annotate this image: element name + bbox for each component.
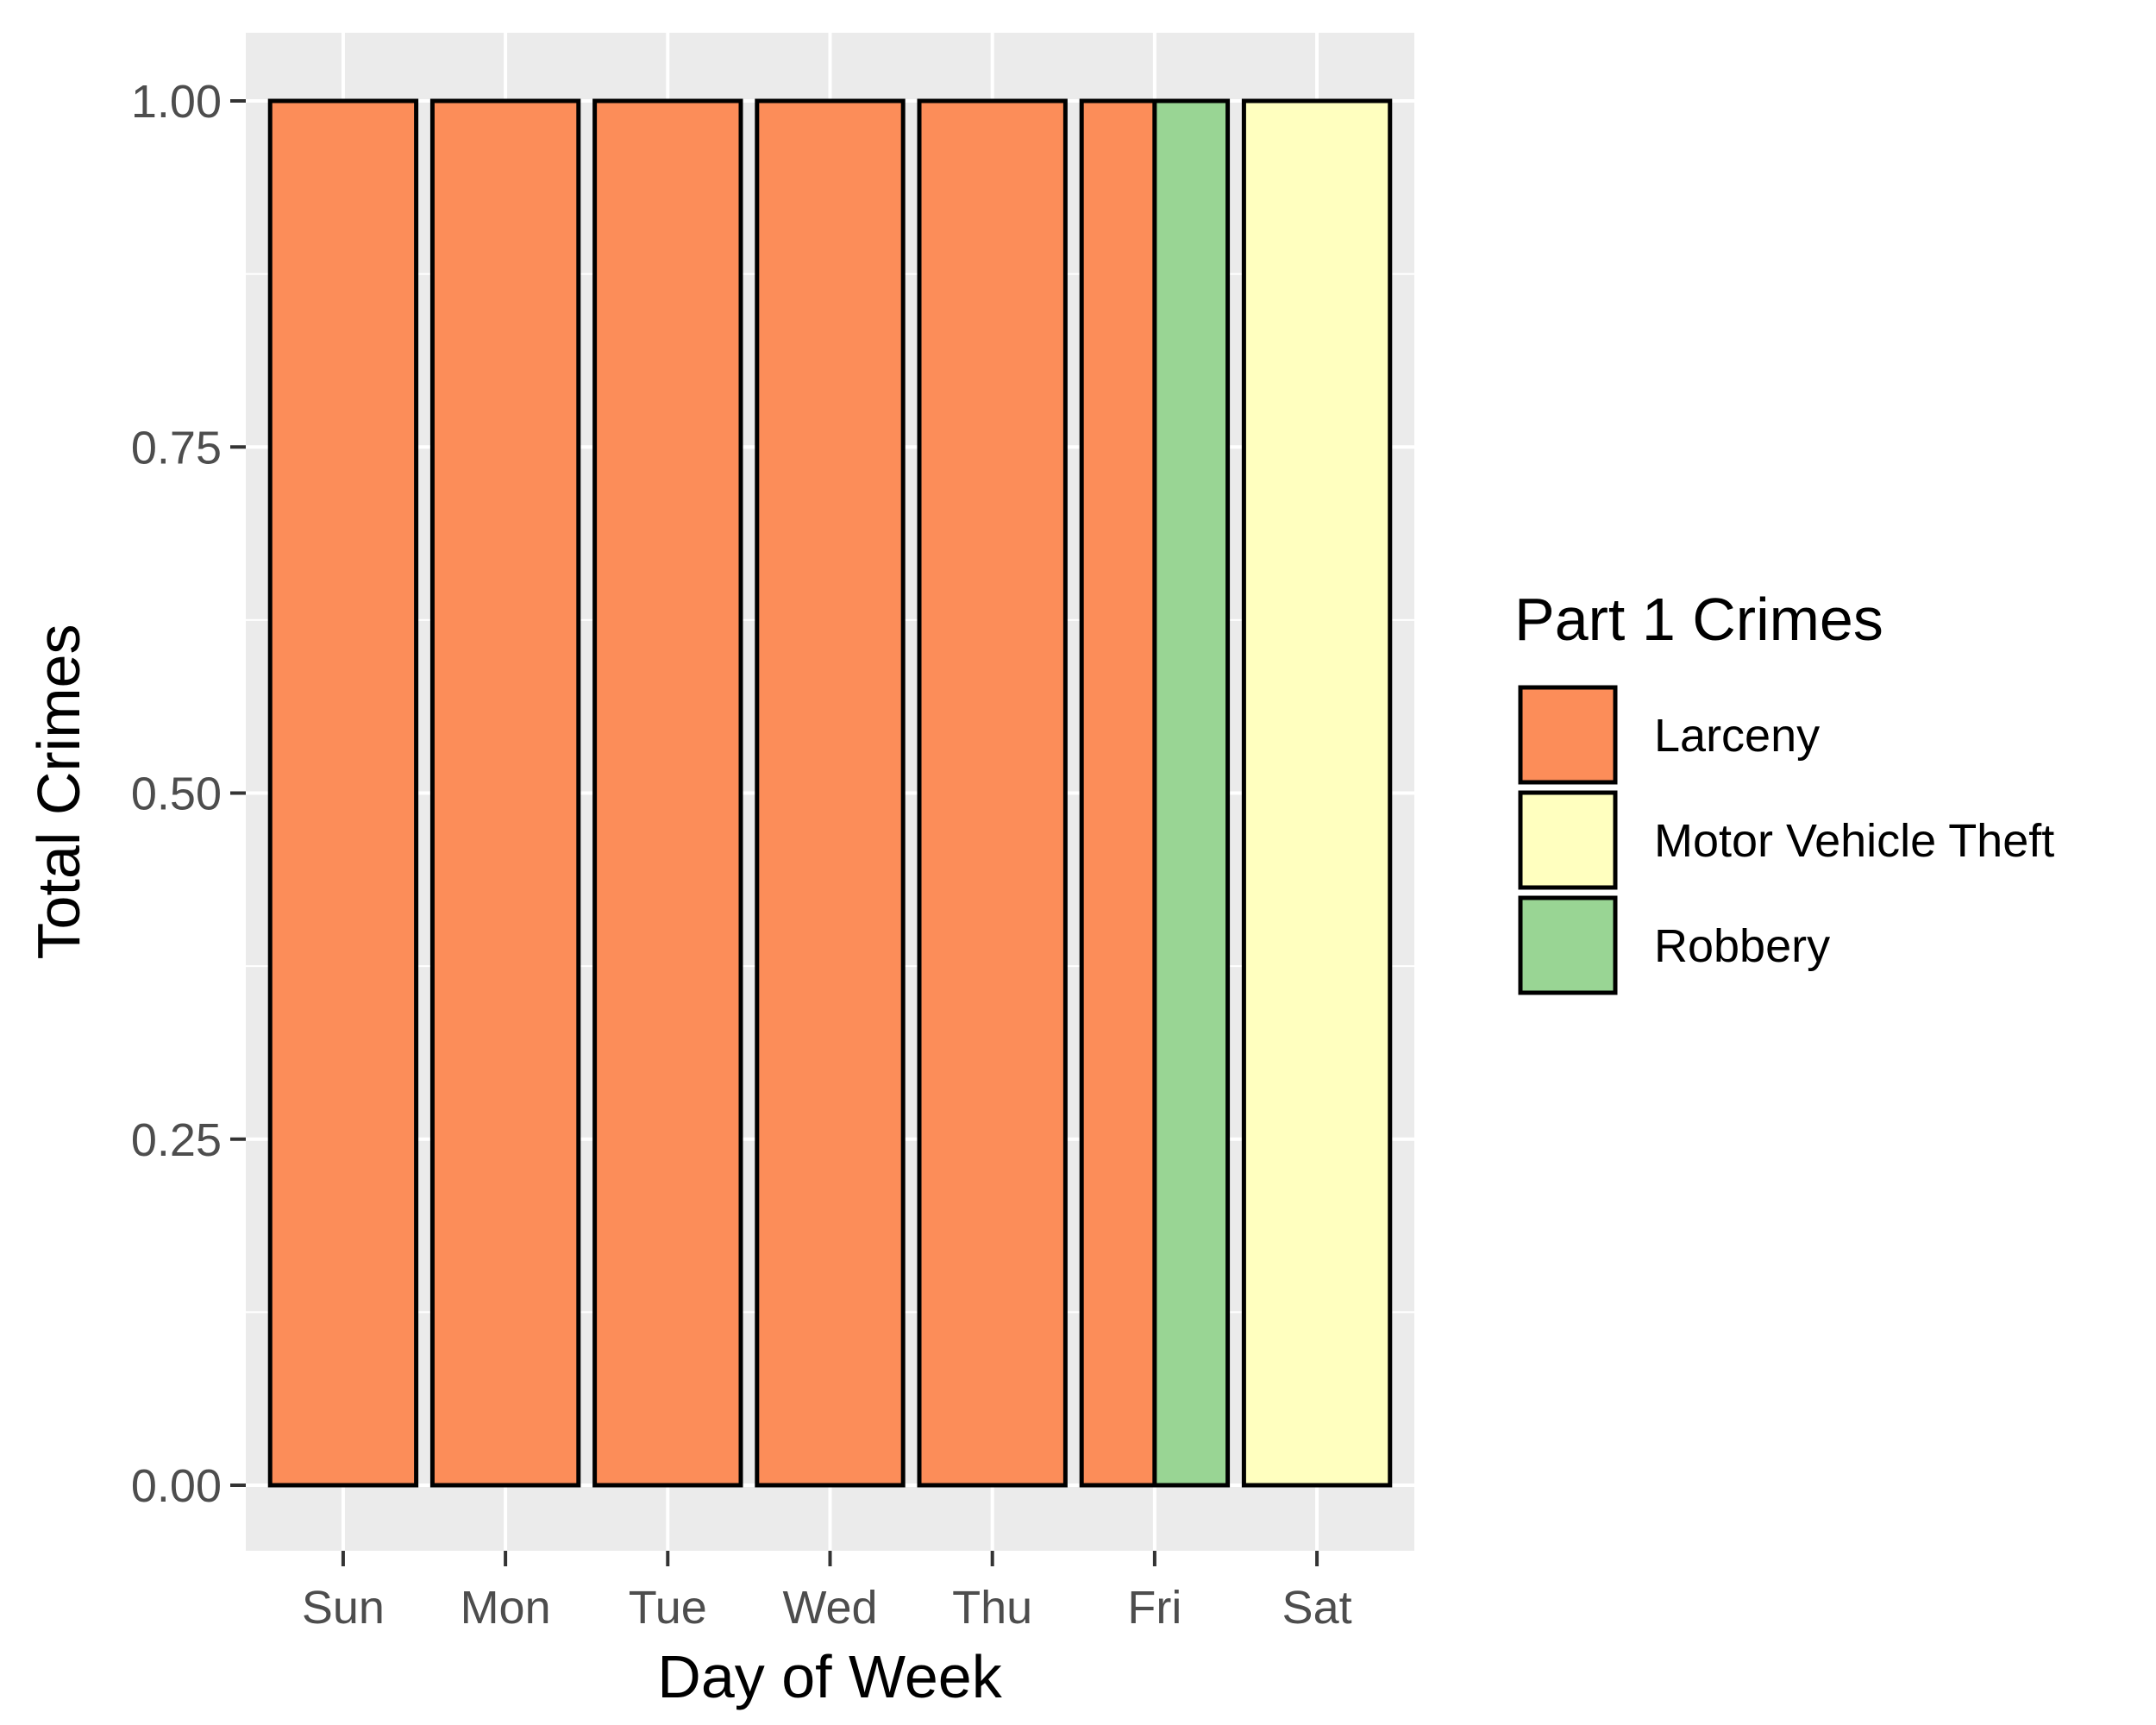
bar-fri-robbery [1152, 98, 1231, 1488]
y-axis: 0.00 0.25 0.50 0.75 1.00 [131, 76, 246, 1512]
bar-tue-larceny [592, 98, 743, 1488]
legend-key-larceny [1518, 685, 1618, 785]
bar-sun-larceny [267, 98, 419, 1488]
legend-key-motor-vehicle-theft [1518, 790, 1618, 890]
y-tick-label: 1.00 [131, 76, 222, 128]
x-axis: Sun Mon Tue Wed Thu Fri Sat [302, 1551, 1352, 1634]
x-axis-title: Day of Week [657, 1643, 1002, 1710]
x-tick-label: Mon [461, 1582, 551, 1634]
bar-mon-larceny [429, 98, 581, 1488]
bar-fri-larceny [1079, 98, 1157, 1488]
legend-title: Part 1 Crimes [1514, 586, 1883, 653]
y-tick-label: 0.00 [131, 1460, 222, 1512]
x-tick-label: Thu [952, 1582, 1032, 1634]
legend-label: Robbery [1654, 920, 1830, 972]
legend-label: Motor Vehicle Theft [1654, 815, 2054, 867]
bar-thu-larceny [917, 98, 1068, 1488]
y-tick-label: 0.75 [131, 422, 222, 474]
y-tick-label: 0.50 [131, 768, 222, 820]
x-tick-label: Fri [1127, 1582, 1181, 1634]
bar-sat-motor-vehicle-theft [1241, 98, 1393, 1488]
y-axis-title: Total Crimes [25, 624, 92, 960]
bars [267, 98, 1393, 1488]
x-tick-label: Wed [782, 1582, 877, 1634]
x-tick-label: Tue [629, 1582, 707, 1634]
legend-label: Larceny [1654, 710, 1820, 762]
legend-key-robbery [1518, 895, 1618, 995]
legend: Part 1 Crimes Larceny Motor Vehicle Theft… [1514, 586, 2054, 995]
y-tick-label: 0.25 [131, 1114, 222, 1166]
x-tick-label: Sat [1282, 1582, 1352, 1634]
x-tick-label: Sun [302, 1582, 385, 1634]
bar-wed-larceny [755, 98, 906, 1488]
